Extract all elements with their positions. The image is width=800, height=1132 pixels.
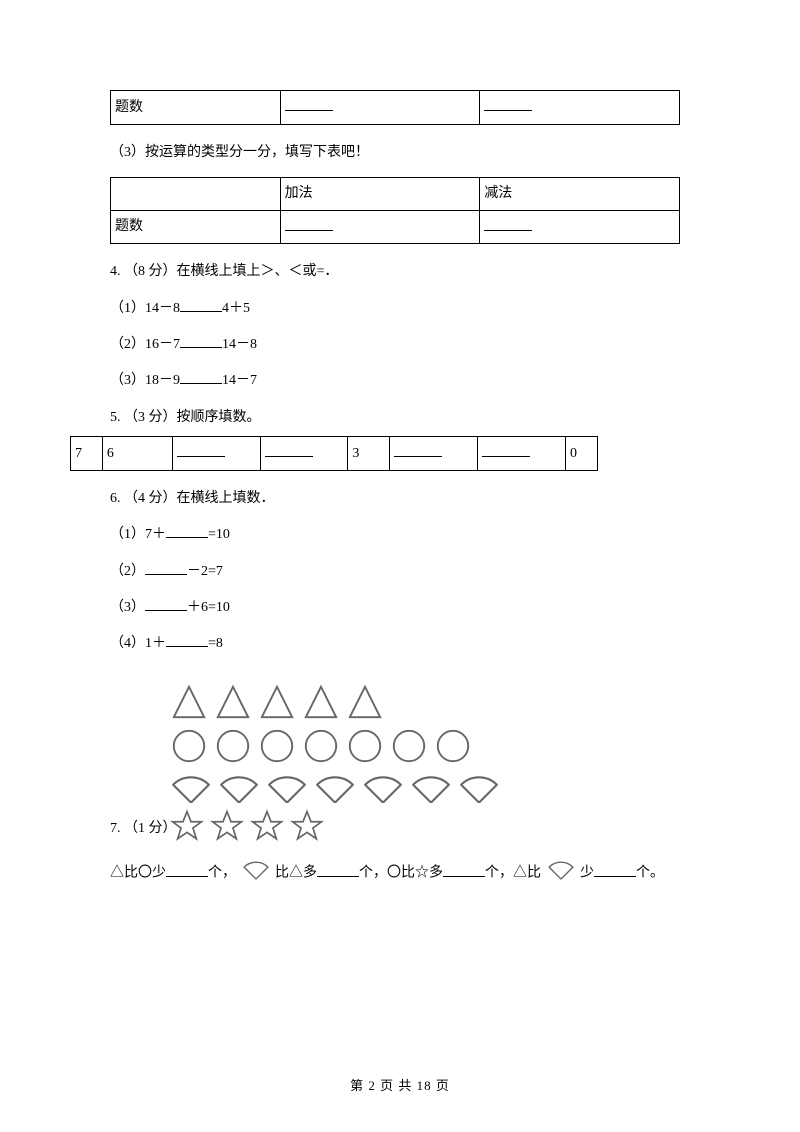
triangle-row [170, 683, 730, 721]
q6-4b: =8 [208, 636, 223, 651]
q4-3b: 14－7 [222, 373, 257, 388]
cell-blank[interactable] [390, 437, 478, 471]
q5-text: 5. （3 分）按顺序填数。 [70, 400, 730, 436]
q6-3: （3） ＋6=10 [70, 590, 730, 626]
blank[interactable] [180, 334, 222, 348]
circle-row [170, 727, 730, 765]
blank[interactable] [145, 561, 187, 575]
cell: 3 [348, 437, 390, 471]
sequence-table: 7 6 3 0 [70, 436, 598, 471]
cell-blank[interactable] [172, 437, 260, 471]
q4-2: （2）16－7 14－8 [70, 327, 730, 363]
table-row: 题数 [111, 91, 680, 125]
blank[interactable] [180, 370, 222, 384]
q6-1: （1）7＋ =10 [70, 517, 730, 553]
q6-2: （2） －2=7 [70, 554, 730, 590]
cell-blank [480, 210, 680, 244]
q7-p2: 个， [208, 866, 236, 881]
page-content: 题数 （3）按运算的类型分一分，填写下表吧！ 加法 减法 题数 4. （8 分）… [70, 90, 730, 889]
blank[interactable] [180, 298, 222, 312]
q4-1a: （1）14－8 [110, 301, 180, 316]
q7-p4: 个，〇比☆多 [359, 866, 443, 881]
fan-icon [242, 858, 270, 889]
blank[interactable] [166, 524, 208, 538]
q6-2a: （2） [110, 564, 145, 579]
q7-p1: △比〇少 [110, 866, 166, 881]
cell-header: 加法 [280, 177, 480, 210]
q7-p7: 个。 [636, 866, 664, 881]
q6-4: （4）1＋ =8 [70, 626, 730, 662]
cell-empty [111, 177, 281, 210]
q4-3: （3）18－9 14－7 [70, 363, 730, 399]
cell: 0 [566, 437, 598, 471]
q4-2b: 14－8 [222, 337, 257, 352]
cell-header: 减法 [480, 177, 680, 210]
cell-blank [280, 91, 480, 125]
q6-3b: ＋6=10 [187, 600, 230, 615]
q4-1: （1）14－8 4＋5 [70, 291, 730, 327]
q7-p6: 少 [580, 866, 594, 881]
blank[interactable] [145, 597, 187, 611]
table2: 加法 减法 题数 [110, 177, 680, 244]
cell-blank [480, 91, 680, 125]
blank[interactable] [594, 863, 636, 877]
blank[interactable] [443, 863, 485, 877]
q4-text: 4. （8 分）在横线上填上＞、＜或=． [70, 254, 730, 290]
q4-2a: （2）16－7 [110, 337, 180, 352]
fan-icon [547, 858, 575, 889]
blank[interactable] [166, 633, 208, 647]
table1: 题数 [110, 90, 680, 125]
q6-2b: －2=7 [187, 564, 223, 579]
fan-row [170, 771, 730, 804]
q4-3a: （3）18－9 [110, 373, 180, 388]
blank[interactable] [166, 863, 208, 877]
q6-3a: （3） [110, 600, 145, 615]
table-row: 题数 [111, 210, 680, 244]
table-row: 7 6 3 0 [71, 437, 598, 471]
q3-3-text: （3）按运算的类型分一分，填写下表吧！ [70, 135, 730, 171]
table-row: 加法 减法 [111, 177, 680, 210]
blank[interactable] [317, 863, 359, 877]
cell-label: 题数 [111, 210, 281, 244]
q6-1b: =10 [208, 527, 230, 542]
table1-wrap: 题数 [70, 90, 730, 125]
q7-label: 7. （1 分） [70, 821, 730, 838]
table2-wrap: 加法 减法 题数 [70, 177, 730, 244]
cell: 6 [102, 437, 172, 471]
cell: 7 [71, 437, 103, 471]
page-footer: 第 2 页 共 18 页 [0, 1075, 800, 1094]
cell-label: 题数 [111, 91, 281, 125]
q6-text: 6. （4 分）在横线上填数． [70, 481, 730, 517]
cell-blank [280, 210, 480, 244]
cell-blank[interactable] [260, 437, 348, 471]
shapes-block [70, 683, 730, 844]
q4-1b: 4＋5 [222, 301, 250, 316]
q6-1a: （1）7＋ [110, 527, 166, 542]
q7-p3: 比△多 [275, 866, 317, 881]
q7-sentence: △比〇少 个， 比△多 个，〇比☆多 个，△比 少 个。 [70, 858, 730, 889]
q6-4a: （4）1＋ [110, 636, 166, 651]
cell-blank[interactable] [478, 437, 566, 471]
q7-p5: 个，△比 [485, 866, 541, 881]
